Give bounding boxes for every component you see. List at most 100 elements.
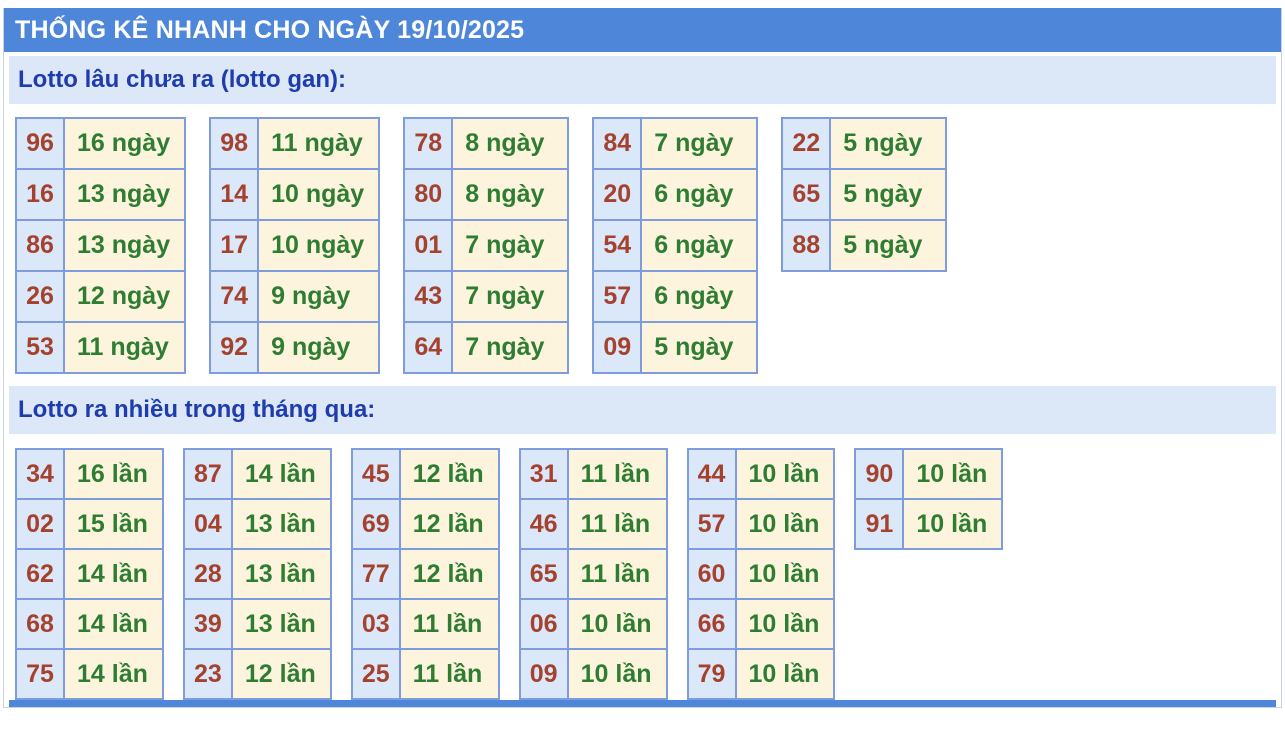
lotto-count: 13 lần <box>230 548 332 600</box>
section-heading: Lotto lâu chưa ra (lotto gan): <box>9 56 1276 104</box>
lotto-row: 90 10 lần <box>854 448 1004 500</box>
lotto-count: 10 lần <box>902 498 1004 550</box>
lotto-count: 9 ngày <box>257 321 381 374</box>
lotto-row: 31 11 lần <box>518 448 668 500</box>
lotto-row: 44 10 lần <box>686 448 836 500</box>
lotto-row: 74 9 ngày <box>209 270 381 323</box>
lotto-number: 54 <box>592 219 643 272</box>
lotto-number: 98 <box>209 117 260 170</box>
lotto-row: 57 10 lần <box>686 498 836 550</box>
lotto-number: 84 <box>592 117 643 170</box>
lotto-row: 77 12 lần <box>350 548 500 600</box>
lotto-row: 57 6 ngày <box>592 270 759 323</box>
lotto-row: 62 14 lần <box>15 548 164 600</box>
lotto-count: 12 lần <box>398 448 500 500</box>
lotto-row: 69 12 lần <box>350 498 500 550</box>
lotto-number: 04 <box>182 498 233 550</box>
lotto-number: 91 <box>854 498 905 550</box>
lotto-row: 14 10 ngày <box>209 168 381 221</box>
lotto-count: 16 ngày <box>62 117 187 170</box>
lotto-row: 28 13 lần <box>182 548 332 600</box>
lotto-count: 14 lần <box>63 598 164 650</box>
lotto-row: 86 13 ngày <box>15 219 187 272</box>
lotto-number: 34 <box>15 448 65 500</box>
lotto-number: 09 <box>592 321 643 374</box>
lotto-row: 43 7 ngày <box>403 270 570 323</box>
lotto-number: 77 <box>350 548 401 600</box>
lotto-row: 87 14 lần <box>182 448 332 500</box>
lotto-number: 68 <box>15 598 65 650</box>
page-title: THỐNG KÊ NHANH CHO NGÀY 19/10/2025 <box>4 8 1281 52</box>
lotto-count: 6 ngày <box>640 219 759 272</box>
lotto-table: 87 14 lần 04 13 lần 28 13 lần 39 13 lần … <box>182 448 332 700</box>
lotto-row: 26 12 ngày <box>15 270 187 323</box>
lotto-table: 98 11 ngày 14 10 ngày 17 10 ngày 74 9 ng… <box>209 117 381 374</box>
lotto-row: 60 10 lần <box>686 548 836 600</box>
lotto-count: 7 ngày <box>451 219 570 272</box>
lotto-row: 68 14 lần <box>15 598 164 650</box>
lotto-count: 11 lần <box>398 648 500 700</box>
lotto-number: 65 <box>518 548 569 600</box>
lotto-count: 15 lần <box>63 498 164 550</box>
lotto-count: 13 lần <box>230 598 332 650</box>
lotto-row: 09 10 lần <box>518 648 668 700</box>
lotto-row: 09 5 ngày <box>592 321 759 374</box>
lotto-count: 12 lần <box>398 548 500 600</box>
lotto-count: 10 lần <box>902 448 1004 500</box>
lotto-number: 90 <box>854 448 905 500</box>
lotto-number: 65 <box>781 168 832 221</box>
lotto-row: 06 10 lần <box>518 598 668 650</box>
lotto-number: 74 <box>209 270 260 323</box>
lotto-row: 01 7 ngày <box>403 219 570 272</box>
lotto-count: 13 ngày <box>62 219 187 272</box>
lotto-count: 11 lần <box>398 598 500 650</box>
lotto-row: 39 13 lần <box>182 598 332 650</box>
lotto-row: 98 11 ngày <box>209 117 381 170</box>
lotto-row: 03 11 lần <box>350 598 500 650</box>
next-section-header-partial <box>9 700 1276 707</box>
lotto-number: 64 <box>403 321 454 374</box>
lotto-number: 26 <box>15 270 65 323</box>
lotto-row: 91 10 lần <box>854 498 1004 550</box>
lotto-table: 31 11 lần 46 11 lần 65 11 lần 06 10 lần … <box>518 448 668 700</box>
lotto-number: 80 <box>403 168 454 221</box>
lotto-count: 10 lần <box>734 448 836 500</box>
lotto-stats-widget: THỐNG KÊ NHANH CHO NGÀY 19/10/2025 Lotto… <box>3 8 1282 708</box>
lotto-row: 92 9 ngày <box>209 321 381 374</box>
lotto-row: 54 6 ngày <box>592 219 759 272</box>
lotto-row: 23 12 lần <box>182 648 332 700</box>
lotto-row: 79 10 lần <box>686 648 836 700</box>
lotto-number: 03 <box>350 598 401 650</box>
lotto-count: 10 lần <box>566 598 668 650</box>
lotto-row: 22 5 ngày <box>781 117 948 170</box>
lotto-count: 5 ngày <box>829 117 948 170</box>
lotto-number: 75 <box>15 648 65 700</box>
lotto-number: 62 <box>15 548 65 600</box>
lotto-table: 34 16 lần 02 15 lần 62 14 lần 68 14 lần … <box>15 448 164 700</box>
lotto-number: 88 <box>781 219 832 272</box>
lotto-row: 34 16 lần <box>15 448 164 500</box>
lotto-row: 53 11 ngày <box>15 321 187 374</box>
lotto-table: 90 10 lần 91 10 lần <box>854 448 1004 550</box>
lotto-table: 44 10 lần 57 10 lần 60 10 lần 66 10 lần … <box>686 448 836 700</box>
lotto-count: 7 ngày <box>640 117 759 170</box>
lotto-row: 17 10 ngày <box>209 219 381 272</box>
lotto-number: 28 <box>182 548 233 600</box>
lotto-row: 04 13 lần <box>182 498 332 550</box>
lotto-number: 20 <box>592 168 643 221</box>
lotto-number: 44 <box>686 448 737 500</box>
lotto-number: 69 <box>350 498 401 550</box>
lotto-row: 65 5 ngày <box>781 168 948 221</box>
lotto-number: 01 <box>403 219 454 272</box>
lotto-count: 5 ngày <box>640 321 759 374</box>
lotto-number: 22 <box>781 117 832 170</box>
lotto-count: 10 lần <box>734 648 836 700</box>
lotto-count: 5 ngày <box>829 168 948 221</box>
lotto-row: 96 16 ngày <box>15 117 187 170</box>
lotto-row: 75 14 lần <box>15 648 164 700</box>
lotto-number: 86 <box>15 219 65 272</box>
lotto-count: 7 ngày <box>451 270 570 323</box>
lotto-row: 16 13 ngày <box>15 168 187 221</box>
lotto-number: 02 <box>15 498 65 550</box>
lotto-count: 11 lần <box>566 448 668 500</box>
